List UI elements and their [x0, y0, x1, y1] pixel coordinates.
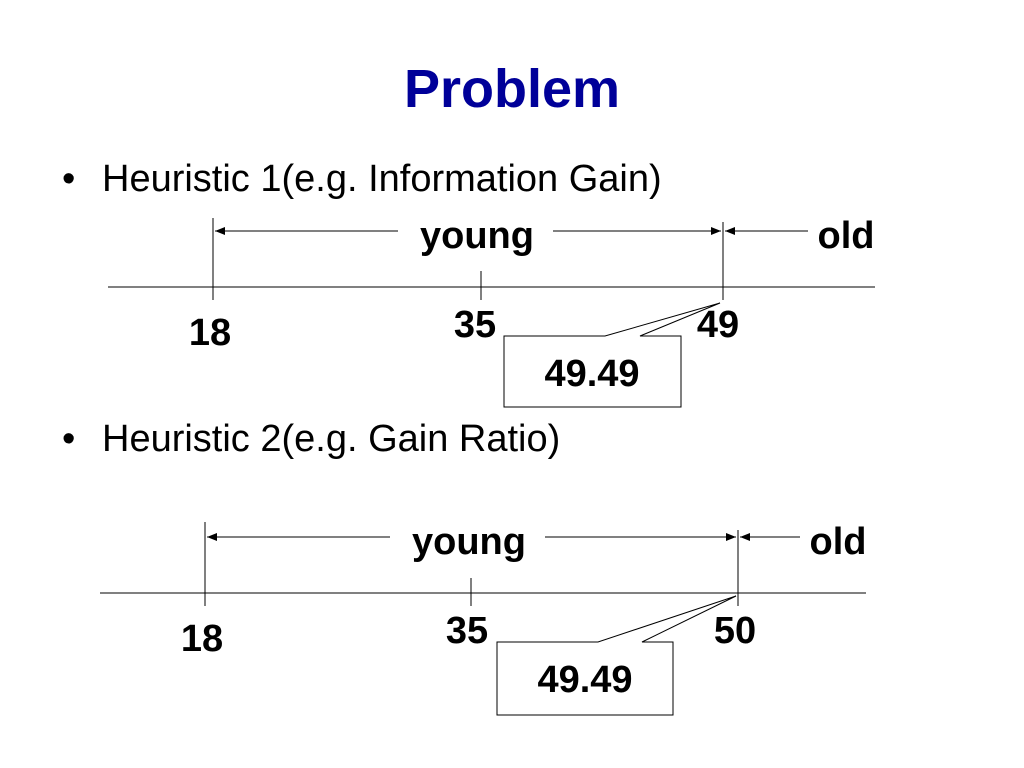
callout-box: 49.49: [496, 595, 737, 716]
bullet-heuristic-2: • Heuristic 2(e.g. Gain Ratio): [62, 420, 560, 458]
bullet-heuristic-1: • Heuristic 1(e.g. Information Gain): [62, 160, 662, 198]
range-label-old: old: [818, 215, 875, 257]
bullet-text: Heuristic 1(e.g. Information Gain): [102, 158, 662, 200]
tick-label-35: 35: [446, 610, 488, 652]
callout-value: 49.49: [544, 353, 639, 395]
diagram-heuristic-2: young old 18 35 50 49.49: [100, 521, 867, 716]
tick-label-18: 18: [189, 312, 231, 354]
range-label-young: young: [420, 215, 534, 257]
tick-label-49: 49: [697, 304, 739, 346]
range-label-young: young: [412, 521, 526, 563]
slide-title: Problem: [403, 59, 621, 119]
diagram-heuristic-1: young old 18 35 49 49.49: [108, 215, 875, 408]
tick-label-35: 35: [454, 304, 496, 346]
tick-label-50: 50: [714, 610, 756, 652]
callout-value: 49.49: [537, 659, 632, 701]
range-label-old: old: [810, 521, 867, 563]
tick-label-18: 18: [181, 618, 223, 660]
bullet-text: Heuristic 2(e.g. Gain Ratio): [102, 418, 561, 460]
callout-box: 49.49: [503, 302, 721, 408]
bullet-dot: •: [62, 158, 76, 200]
bullet-dot: •: [62, 418, 76, 460]
